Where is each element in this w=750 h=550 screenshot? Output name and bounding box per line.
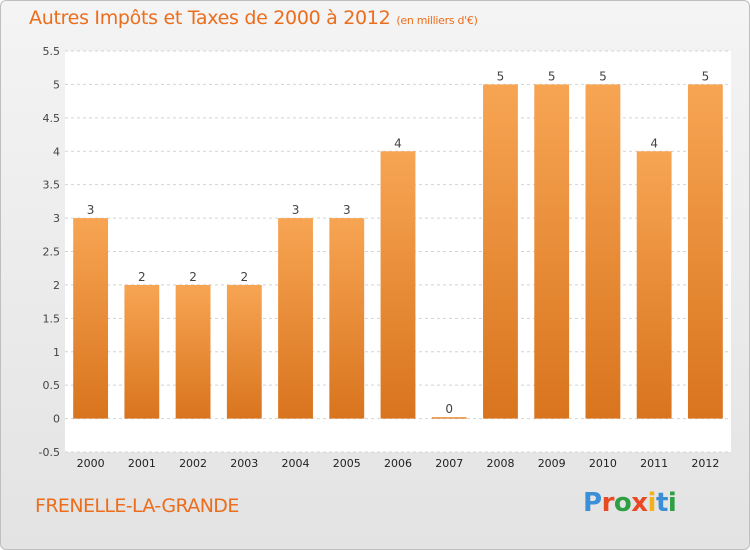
x-tick-label: 2003 [230, 457, 258, 470]
commune-name: FRENELLE-LA-GRANDE [35, 495, 239, 517]
y-tick-label: 5.5 [43, 45, 61, 58]
y-tick-label: 1.5 [43, 312, 61, 325]
bar-value-label: 0 [445, 402, 453, 416]
bar [175, 284, 211, 419]
bar-value-label: 4 [394, 136, 402, 150]
bar-value-label: 5 [497, 69, 505, 83]
bar-value-label: 4 [650, 136, 658, 150]
bar [226, 284, 262, 419]
x-tick-label: 2010 [589, 457, 617, 470]
bars [73, 84, 723, 419]
bar-value-label: 5 [599, 69, 607, 83]
chart-title: Autres Impôts et Taxes de 2000 à 2012 (en… [29, 7, 478, 29]
y-tick-label: 4.5 [43, 112, 61, 125]
x-tick-label: 2006 [384, 457, 412, 470]
y-tick-label: 1 [53, 346, 60, 359]
logo-letter: o [613, 488, 632, 518]
logo-letter: t [655, 488, 668, 518]
x-axis-ticks: 2000 2001 2002 2003 2004 2005 2006 2007 2008 2009… [77, 457, 720, 470]
y-tick-label: 3.5 [43, 179, 61, 192]
x-tick-label: 2011 [640, 457, 668, 470]
x-tick-label: 2001 [128, 457, 156, 470]
y-tick-label: 0 [53, 413, 60, 426]
y-tick-label: 2.5 [43, 246, 61, 259]
x-tick-label: 2009 [538, 457, 566, 470]
bar [483, 84, 518, 419]
proxiti-logo: Proxiti [583, 488, 677, 518]
y-tick-label: 4 [53, 145, 60, 158]
x-tick-label: 2005 [333, 457, 361, 470]
logo-letter: r [601, 488, 615, 518]
y-tick-label: 0.5 [43, 379, 61, 392]
x-tick-label: 2000 [77, 457, 105, 470]
x-tick-label: 2004 [282, 457, 310, 470]
logo-letter: i [647, 488, 657, 518]
bar [73, 218, 109, 419]
x-tick-label: 2012 [691, 457, 719, 470]
logo-letter: P [583, 488, 602, 518]
bar [124, 284, 160, 419]
bar [329, 218, 365, 419]
bar [431, 417, 467, 419]
chart-unit: (en milliers d'€) [396, 14, 478, 27]
bar [534, 84, 570, 419]
bar [636, 151, 672, 419]
y-axis-ticks: -0.5 0 0.5 1 1.5 2 2.5 3 3.5 4 4.5 5 5.5 [39, 45, 60, 459]
y-tick-label: 5 [53, 78, 60, 91]
y-tick-label: 2 [53, 279, 60, 292]
logo-letter: x [631, 488, 648, 518]
bar-value-label: 2 [240, 270, 248, 284]
bar-value-label: 5 [548, 69, 556, 83]
bar-value-label: 2 [138, 270, 146, 284]
data-labels: 3 2 2 2 3 3 4 0 5 5 5 4 5 [87, 69, 709, 416]
logo-letter: i [667, 488, 677, 518]
chart-title-text: Autres Impôts et Taxes de 2000 à 2012 [29, 7, 391, 29]
bar-value-label: 2 [189, 270, 197, 284]
bar-value-label: 5 [702, 69, 710, 83]
bar [687, 84, 723, 419]
y-tick-label: 3 [53, 212, 60, 225]
bar-value-label: 3 [292, 203, 300, 217]
bar [585, 84, 621, 419]
y-tick-label: -0.5 [39, 446, 60, 459]
bar [278, 218, 313, 419]
bar [380, 151, 416, 419]
bar-value-label: 3 [343, 203, 351, 217]
bar-value-label: 3 [87, 203, 95, 217]
x-tick-label: 2007 [435, 457, 463, 470]
x-tick-label: 2008 [486, 457, 514, 470]
x-tick-label: 2002 [179, 457, 207, 470]
